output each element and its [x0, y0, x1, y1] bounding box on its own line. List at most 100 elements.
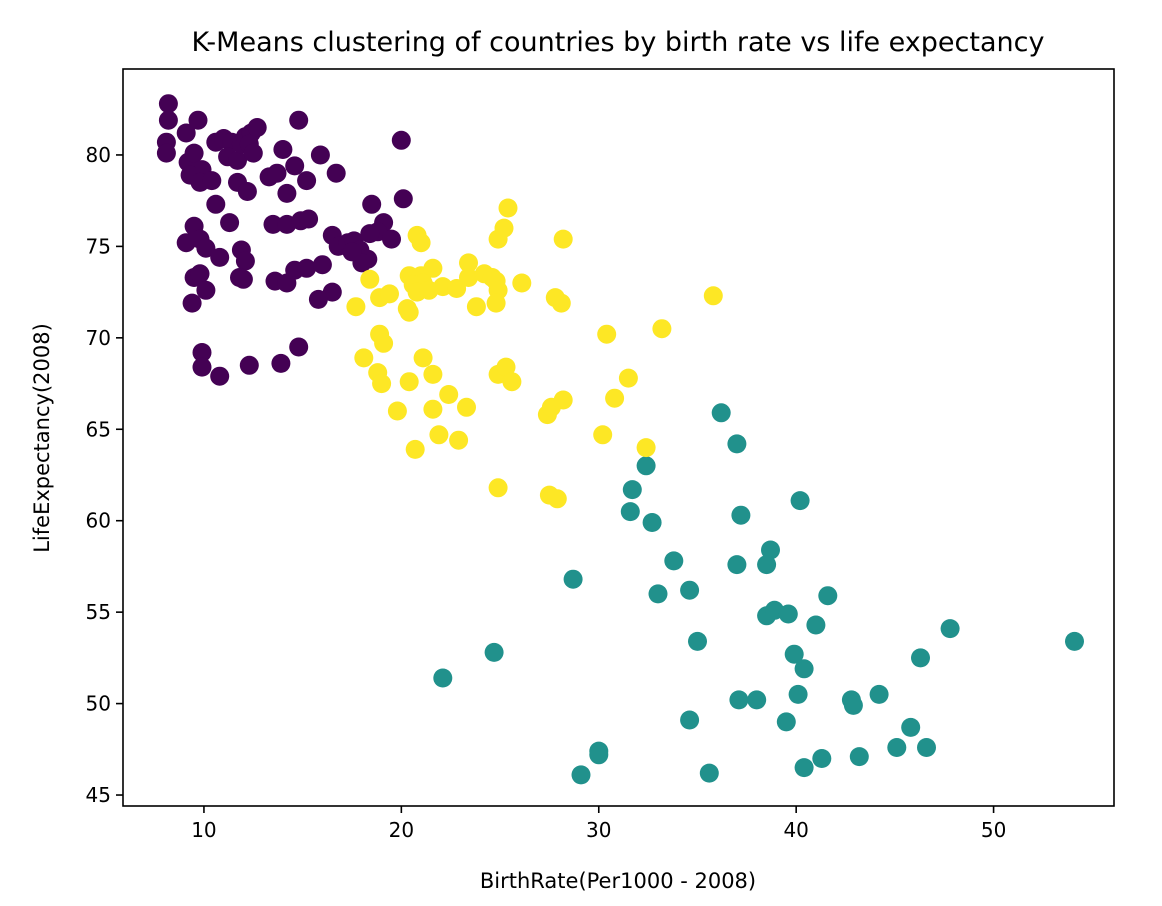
data-point-cluster-2: [411, 233, 431, 253]
data-point-cluster-2: [399, 372, 419, 392]
y-tick-label: 55: [86, 600, 111, 624]
data-point-cluster-0: [188, 110, 208, 130]
data-point-cluster-0: [196, 280, 216, 300]
data-point-cluster-0: [308, 289, 328, 309]
data-point-cluster-2: [449, 430, 469, 450]
y-tick-label: 80: [86, 143, 111, 167]
data-point-cluster-2: [597, 324, 617, 344]
data-point-cluster-2: [551, 293, 571, 313]
data-point-cluster-0: [196, 238, 216, 258]
y-tick-label: 70: [86, 326, 111, 350]
data-point-cluster-0: [393, 189, 413, 209]
x-axis-ticks: 10 20 30 40 50: [191, 806, 1006, 842]
data-point-cluster-0: [310, 145, 330, 165]
chart-title: K-Means clustering of countries by birth…: [192, 27, 1045, 58]
data-point-cluster-0: [297, 258, 317, 278]
data-point-cluster-1: [757, 555, 777, 575]
data-point-cluster-2: [423, 399, 443, 419]
data-point-cluster-0: [263, 214, 283, 234]
data-point-cluster-1: [887, 738, 907, 757]
data-point-cluster-1: [788, 684, 808, 704]
data-point-cluster-0: [158, 94, 178, 114]
data-point-cluster-2: [486, 293, 506, 313]
data-point-cluster-0: [271, 353, 291, 373]
data-point-cluster-1: [869, 684, 889, 704]
data-point-cluster-2: [502, 372, 522, 392]
data-point-cluster-2: [636, 438, 656, 458]
data-point-cluster-1: [571, 765, 591, 785]
data-point-cluster-2: [703, 286, 723, 306]
data-point-cluster-2: [652, 319, 672, 339]
data-point-cluster-0: [239, 355, 259, 375]
data-point-cluster-0: [326, 163, 346, 183]
x-tick-label: 30: [586, 818, 611, 842]
data-point-cluster-0: [184, 143, 204, 163]
data-point-cluster-0: [233, 269, 253, 289]
data-point-cluster-0: [391, 130, 411, 150]
data-point-cluster-0: [190, 264, 210, 284]
data-point-cluster-1: [589, 745, 609, 765]
data-point-cluster-2: [372, 374, 392, 394]
x-tick-label: 40: [783, 818, 808, 842]
data-point-cluster-2: [496, 357, 516, 377]
data-point-cluster-2: [593, 425, 613, 445]
x-tick-label: 50: [981, 818, 1006, 842]
data-point-cluster-0: [312, 255, 332, 275]
data-point-cluster-1: [818, 586, 838, 606]
data-point-cluster-1: [761, 540, 780, 560]
data-point-cluster-0: [202, 171, 222, 191]
data-point-cluster-1: [1065, 631, 1084, 651]
data-point-cluster-1: [747, 690, 767, 710]
data-point-cluster-0: [176, 233, 196, 253]
data-point-cluster-1: [731, 505, 751, 525]
data-point-cluster-1: [849, 747, 869, 767]
data-point-cluster-2: [360, 269, 380, 289]
data-point-cluster-0: [362, 194, 382, 214]
data-point-cluster-1: [806, 615, 826, 635]
data-point-cluster-1: [727, 434, 747, 454]
data-point-cluster-2: [423, 364, 443, 384]
data-point-cluster-2: [498, 198, 518, 218]
data-point-cluster-0: [360, 224, 380, 244]
data-point-cluster-1: [784, 644, 804, 664]
data-point-cluster-2: [380, 284, 399, 304]
data-point-cluster-2: [466, 297, 486, 317]
data-point-cluster-2: [459, 253, 478, 273]
data-point-cluster-0: [192, 357, 212, 377]
data-point-cluster-0: [182, 293, 202, 313]
x-axis-label: BirthRate(Per1000 - 2008): [480, 869, 756, 893]
data-point-cluster-1: [484, 642, 504, 662]
data-point-cluster-0: [237, 182, 257, 201]
y-tick-label: 50: [86, 692, 111, 716]
data-point-cluster-2: [553, 390, 573, 410]
data-point-cluster-2: [605, 388, 625, 408]
data-point-cluster-1: [433, 668, 453, 688]
data-point-cluster-1: [664, 551, 684, 571]
data-point-cluster-1: [620, 502, 640, 522]
data-point-cluster-2: [374, 333, 394, 353]
data-point-cluster-0: [289, 110, 309, 130]
data-point-cluster-1: [680, 580, 700, 600]
data-point-cluster-1: [648, 584, 668, 604]
data-point-cluster-0: [158, 110, 178, 130]
data-point-cluster-1: [794, 758, 814, 778]
data-point-cluster-0: [299, 209, 319, 229]
data-point-cluster-1: [790, 491, 810, 511]
data-point-cluster-0: [267, 163, 287, 183]
y-axis-ticks: 45 50 55 60 65 70 75 80: [86, 143, 123, 807]
data-point-cluster-2: [547, 489, 567, 509]
data-point-cluster-0: [285, 156, 305, 176]
data-point-cluster-0: [228, 150, 247, 170]
y-tick-label: 45: [86, 783, 111, 807]
y-tick-label: 75: [86, 234, 111, 258]
data-point-cluster-1: [711, 403, 731, 423]
data-point-cluster-1: [778, 604, 798, 624]
data-point-cluster-0: [176, 123, 196, 143]
data-point-cluster-2: [387, 401, 407, 421]
data-point-cluster-0: [220, 213, 240, 233]
data-point-cluster-1: [680, 710, 700, 730]
data-point-cluster-2: [346, 297, 366, 317]
data-point-cluster-0: [156, 143, 176, 163]
data-point-cluster-1: [901, 717, 921, 737]
